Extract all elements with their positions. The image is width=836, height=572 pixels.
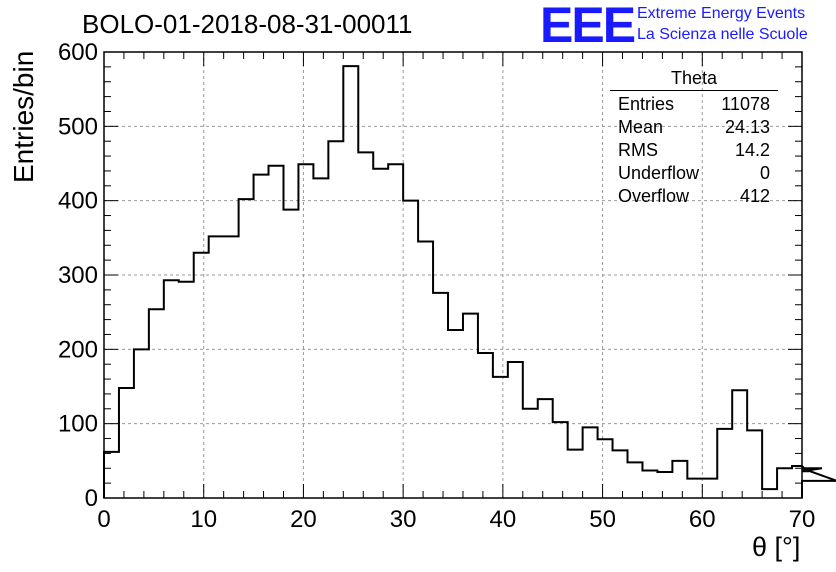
x-axis-label: θ [°] [752,532,801,562]
histogram-line [103,65,836,498]
histogram-bin [747,430,762,498]
stats-label: RMS [618,140,658,160]
eee-logo: EEE [540,0,636,53]
histogram-bin [583,427,598,498]
histogram-bin [448,330,463,498]
chart-title: BOLO-01-2018-08-31-00011 [82,9,413,39]
histogram-bin [672,461,687,498]
y-tick-label: 300 [58,262,98,289]
histogram-bin [418,242,433,498]
stats-label: Overflow [618,186,690,206]
histogram-bin [478,353,493,498]
histogram-bin [373,169,388,498]
histogram-bin [433,293,448,498]
histogram-bin [358,152,373,498]
histogram-bin [642,470,657,498]
histogram-bin [598,439,613,498]
histogram-bin [538,399,553,498]
histogram-bin [732,390,747,498]
stats-label: Mean [618,117,664,137]
histogram-bin [628,462,643,498]
x-tick-label: 70 [789,506,816,533]
histogram-bin [508,362,523,498]
histogram-bin [792,466,802,498]
histogram-bin [313,178,328,498]
histogram-bin [194,253,209,498]
histogram-bin [613,450,628,498]
histogram-bin [777,468,792,498]
stats-title: Theta [610,68,778,91]
x-tick-label: 10 [190,506,217,533]
histogram-bin [149,309,164,498]
histogram-bin [493,377,508,498]
histogram-bin [463,314,478,498]
histogram-bin [403,201,418,498]
y-tick-label: 200 [58,336,98,363]
stats-row-overflow: Overflow 412 [610,185,778,208]
histogram-bin [328,141,343,498]
stats-row-entries: Entries 11078 [610,93,778,116]
histogram-bin [568,450,583,498]
stats-row-rms: RMS 14.2 [610,139,778,162]
stats-value: 24.13 [724,117,770,137]
histogram-bin [224,236,239,498]
y-tick-label: 500 [58,113,98,140]
histogram-bin [179,282,194,498]
histogram-bin [209,236,224,498]
logo-line-1: Extreme Energy Events [637,5,806,22]
stats-value: 11078 [721,94,770,114]
histogram-bin [164,280,179,498]
y-axis-label: Entries/bin [8,50,39,183]
histogram-bin [254,175,269,498]
histogram-bin [717,429,732,498]
x-tick-label: 0 [97,506,110,533]
histogram-bin [298,164,313,498]
stats-value: 412 [739,186,770,206]
x-tick-label: 40 [490,506,517,533]
y-tick-label: 0 [85,485,98,512]
histogram-bin [762,489,777,498]
histogram-bin [269,166,284,498]
x-tick-label: 20 [290,506,317,533]
stats-row-mean: Mean 24.13 [610,116,778,139]
histogram-bin [702,479,717,498]
y-tick-label: 400 [58,188,98,215]
x-tick-label: 50 [589,506,616,533]
histogram-bin [343,66,358,498]
histogram-bin [388,164,403,498]
histogram-bin [553,422,568,498]
stats-value: 14.2 [734,140,770,160]
histogram-bin [657,472,672,498]
logo-text: Extreme Energy Events La Scienza nelle S… [637,3,808,45]
stats-box: Theta Entries 11078 Mean 24.13 RMS 14.2 … [610,68,778,208]
stats-row-underflow: Underflow 0 [610,162,778,185]
histogram-bin [134,349,149,498]
stats-label: Underflow [618,163,700,183]
plot-frame [103,51,803,499]
histogram-bin [104,452,119,498]
y-tick-label: 100 [58,411,98,438]
histogram-bin [687,479,702,498]
histogram-bin [523,409,538,498]
histogram-bin [119,388,134,498]
y-tick-label: 600 [58,39,98,66]
x-tick-label: 30 [390,506,417,533]
stats-label: Entries [618,94,675,114]
histogram-bin [239,199,254,498]
x-tick-label: 60 [689,506,716,533]
stats-value: 0 [759,163,770,183]
histogram-bin [283,210,298,498]
logo-line-2: La Scienza nelle Scuole [637,26,808,43]
